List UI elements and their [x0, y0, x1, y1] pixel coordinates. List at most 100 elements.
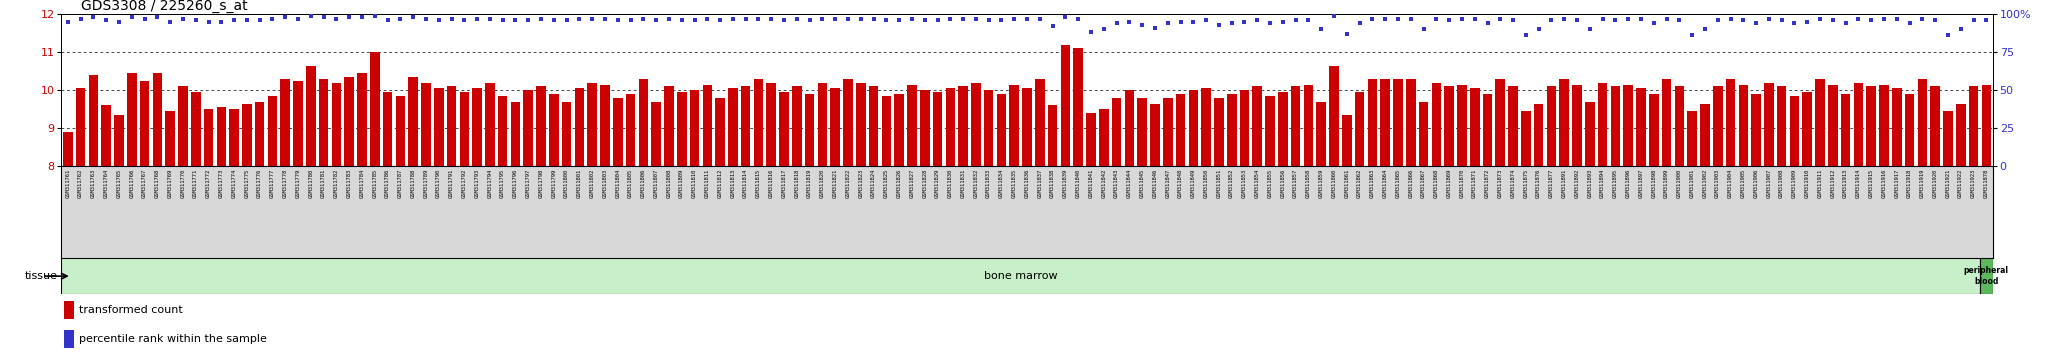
Text: GSM311787: GSM311787: [397, 169, 403, 198]
Point: [1434, 17, 1466, 23]
Point: [485, 17, 518, 23]
Point: [705, 17, 737, 23]
Bar: [690, 90, 698, 166]
Text: GSM311858: GSM311858: [1307, 169, 1311, 198]
Point: [63, 16, 96, 22]
Point: [1470, 21, 1503, 26]
Point: [524, 16, 557, 22]
Text: GSM311857: GSM311857: [1292, 169, 1298, 198]
Point: [1675, 33, 1708, 38]
Bar: [268, 96, 276, 166]
Text: GSM311914: GSM311914: [1855, 169, 1862, 198]
Point: [1241, 17, 1274, 23]
Text: GSM311816: GSM311816: [768, 169, 774, 198]
Point: [1638, 21, 1671, 26]
Bar: [1049, 105, 1057, 166]
Point: [653, 16, 686, 22]
Point: [1087, 27, 1120, 32]
Bar: [1597, 83, 1608, 166]
Text: GSM311852: GSM311852: [1229, 169, 1235, 198]
Bar: [1022, 88, 1032, 166]
Text: GSM311819: GSM311819: [807, 169, 813, 198]
Point: [717, 16, 750, 22]
Text: GSM311871: GSM311871: [1473, 169, 1477, 198]
Bar: [1151, 104, 1159, 166]
Text: GSM311765: GSM311765: [117, 169, 121, 198]
Text: GSM311911: GSM311911: [1817, 169, 1823, 198]
Text: GSM311799: GSM311799: [551, 169, 557, 198]
Bar: [793, 86, 801, 166]
Bar: [1853, 83, 1864, 166]
Bar: [1944, 111, 1952, 166]
Bar: [422, 83, 430, 166]
Bar: [242, 104, 252, 166]
Bar: [1456, 85, 1466, 166]
Text: GSM311771: GSM311771: [193, 169, 199, 198]
Text: GSM311862: GSM311862: [1358, 169, 1362, 198]
Point: [858, 16, 891, 22]
Text: GSM311912: GSM311912: [1831, 169, 1835, 198]
Text: GSM311766: GSM311766: [129, 169, 135, 198]
Bar: [600, 85, 610, 166]
Text: GSM311782: GSM311782: [334, 169, 338, 198]
Point: [1305, 27, 1337, 32]
Bar: [1866, 86, 1876, 166]
Point: [1841, 16, 1874, 22]
Point: [129, 16, 162, 22]
Text: GSM311772: GSM311772: [207, 169, 211, 198]
Point: [268, 15, 301, 20]
Text: GSM311845: GSM311845: [1139, 169, 1145, 198]
Text: GSM311868: GSM311868: [1434, 169, 1440, 198]
Bar: [856, 83, 866, 166]
Point: [1907, 16, 1939, 22]
Point: [1958, 17, 1991, 23]
Point: [473, 16, 506, 22]
Text: GSM311878: GSM311878: [1985, 169, 1989, 198]
Text: GSM311807: GSM311807: [653, 169, 659, 198]
Text: GSM311800: GSM311800: [563, 169, 569, 198]
Bar: [958, 86, 969, 166]
Text: GSM311820: GSM311820: [819, 169, 825, 198]
Text: GSM311829: GSM311829: [936, 169, 940, 198]
Text: GSM311802: GSM311802: [590, 169, 594, 198]
Text: GSM311809: GSM311809: [680, 169, 684, 198]
Bar: [549, 94, 559, 166]
Text: GSM311872: GSM311872: [1485, 169, 1491, 198]
Text: GSM311773: GSM311773: [219, 169, 223, 198]
Text: GSM311803: GSM311803: [602, 169, 608, 198]
Text: GSM311789: GSM311789: [424, 169, 428, 198]
Bar: [139, 81, 150, 166]
Text: GSM311781: GSM311781: [322, 169, 326, 198]
Point: [1790, 19, 1823, 25]
Bar: [1534, 104, 1544, 166]
Text: GSM311792: GSM311792: [461, 169, 467, 198]
Bar: [332, 83, 342, 166]
Point: [922, 17, 954, 23]
Bar: [1661, 79, 1671, 166]
Bar: [63, 132, 72, 166]
Point: [1280, 17, 1313, 23]
Text: GSM311909: GSM311909: [1792, 169, 1796, 198]
Text: GSM311814: GSM311814: [743, 169, 748, 198]
Bar: [1624, 85, 1632, 166]
Text: bone marrow: bone marrow: [983, 271, 1057, 281]
Text: GSM311813: GSM311813: [731, 169, 735, 198]
Point: [563, 16, 596, 22]
Point: [1509, 33, 1542, 38]
Text: GSM311779: GSM311779: [295, 169, 301, 198]
Text: GSM311817: GSM311817: [782, 169, 786, 198]
Point: [500, 17, 532, 23]
Bar: [1163, 98, 1174, 166]
Text: GSM311826: GSM311826: [897, 169, 901, 198]
Bar: [102, 105, 111, 166]
Text: GSM311906: GSM311906: [1753, 169, 1759, 198]
Point: [1688, 27, 1720, 32]
Bar: [907, 85, 918, 166]
Text: GSM311818: GSM311818: [795, 169, 799, 198]
Bar: [1956, 104, 1966, 166]
Text: GSM311780: GSM311780: [309, 169, 313, 198]
Bar: [1636, 88, 1647, 166]
Point: [295, 13, 328, 18]
Text: GSM311832: GSM311832: [973, 169, 979, 198]
Point: [1778, 21, 1810, 26]
